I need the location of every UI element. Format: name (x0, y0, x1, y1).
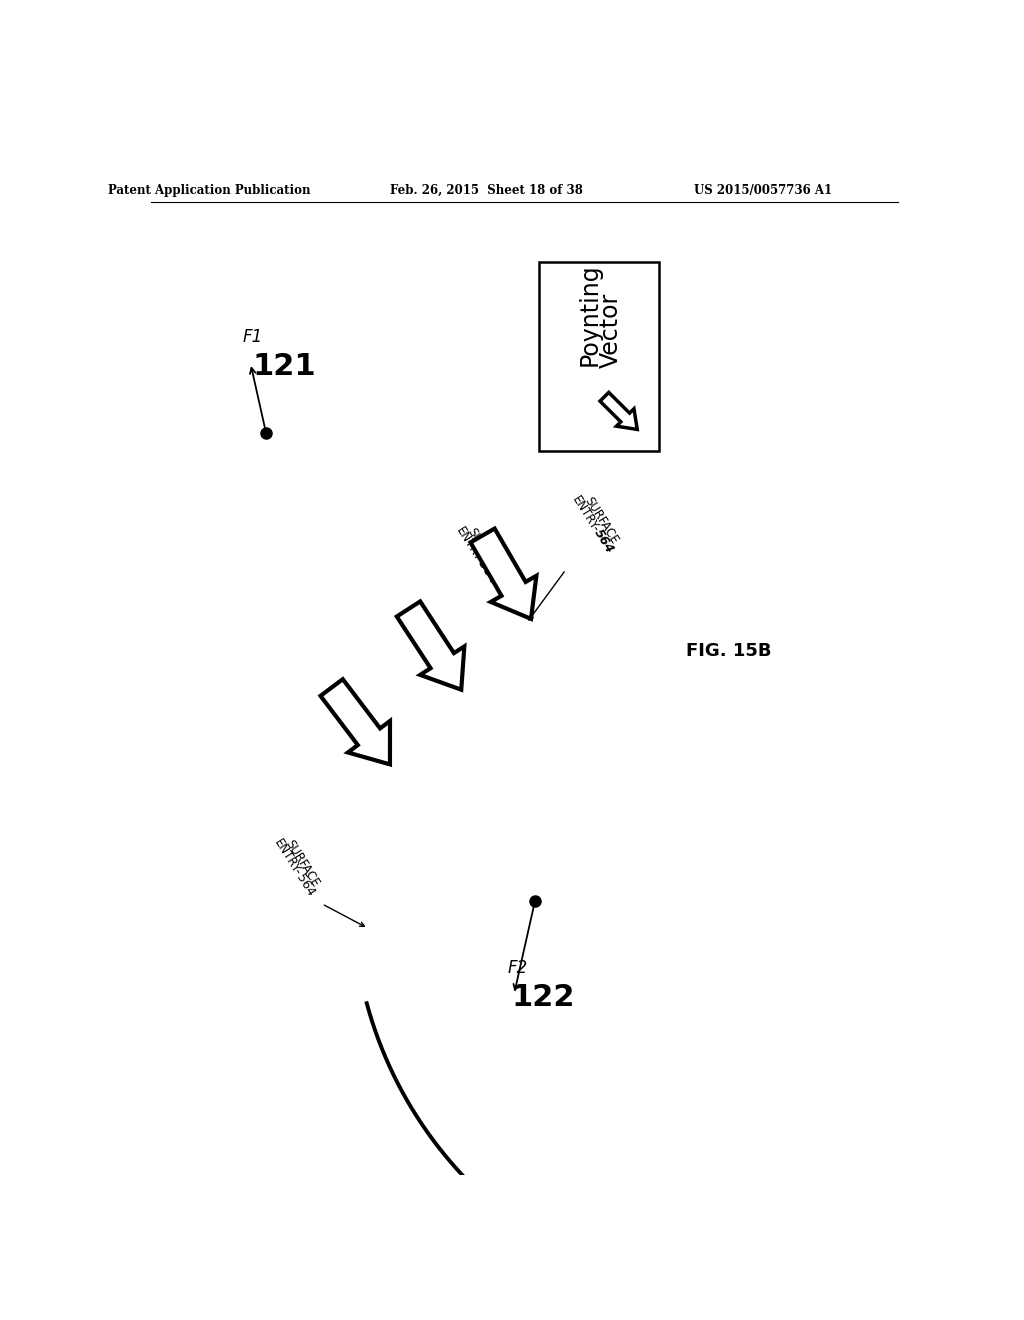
Text: Feb. 26, 2015  Sheet 18 of 38: Feb. 26, 2015 Sheet 18 of 38 (389, 185, 583, 197)
Text: 564: 564 (293, 871, 316, 899)
Text: 564: 564 (592, 527, 616, 556)
Text: SURFACE: SURFACE (582, 495, 621, 546)
Polygon shape (321, 680, 390, 764)
Text: SURFACE: SURFACE (465, 525, 504, 577)
Text: Patent Application Publication: Patent Application Publication (109, 185, 310, 197)
Text: FIG. 15B: FIG. 15B (686, 643, 771, 660)
Text: F2: F2 (508, 958, 528, 977)
Text: ENTRY-: ENTRY- (569, 494, 602, 536)
Polygon shape (396, 602, 464, 689)
Polygon shape (470, 528, 537, 619)
Text: 121: 121 (252, 352, 315, 380)
Text: ENTRY-: ENTRY- (454, 525, 486, 566)
Text: F1: F1 (243, 327, 263, 346)
Polygon shape (600, 392, 637, 429)
Text: 122: 122 (512, 983, 575, 1012)
Text: ENTRY-: ENTRY- (271, 837, 304, 878)
Text: Vector: Vector (599, 293, 623, 368)
Text: 564: 564 (475, 557, 500, 586)
Text: US 2015/0057736 A1: US 2015/0057736 A1 (694, 185, 833, 197)
Text: SURFACE: SURFACE (283, 837, 322, 890)
Text: Poynting: Poynting (578, 264, 601, 367)
Bar (539, 263, 658, 451)
